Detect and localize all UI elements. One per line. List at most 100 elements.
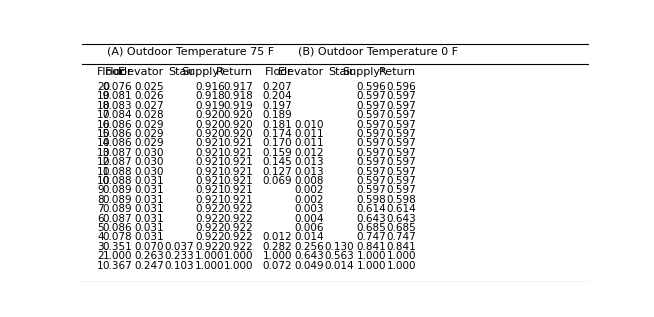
Text: 1.000: 1.000 xyxy=(224,251,253,261)
Text: 0.596: 0.596 xyxy=(387,82,417,92)
Text: Stair: Stair xyxy=(328,67,354,77)
Text: 4: 4 xyxy=(97,232,103,242)
Text: 0.086: 0.086 xyxy=(103,120,132,130)
Text: 11: 11 xyxy=(97,166,111,177)
Text: 0.027: 0.027 xyxy=(135,101,164,111)
Text: 1.000: 1.000 xyxy=(387,251,417,261)
Text: 0.028: 0.028 xyxy=(135,110,164,120)
Text: 7: 7 xyxy=(97,204,103,214)
Text: 0.029: 0.029 xyxy=(135,120,164,130)
Text: 0.087: 0.087 xyxy=(103,148,132,158)
Text: 0.031: 0.031 xyxy=(135,223,164,233)
Text: 0.922: 0.922 xyxy=(223,242,253,252)
Text: 0.070: 0.070 xyxy=(135,242,164,252)
Text: 0.922: 0.922 xyxy=(195,204,225,214)
Text: 0.037: 0.037 xyxy=(165,242,194,252)
Text: 0.921: 0.921 xyxy=(223,185,253,195)
Text: 0.069: 0.069 xyxy=(262,176,292,186)
Text: 0.920: 0.920 xyxy=(224,110,253,120)
Text: 10: 10 xyxy=(97,176,110,186)
Text: 0.921: 0.921 xyxy=(223,148,253,158)
Text: 0.597: 0.597 xyxy=(387,120,417,130)
Text: 9: 9 xyxy=(97,185,103,195)
Text: 0.922: 0.922 xyxy=(223,214,253,223)
Text: 0.597: 0.597 xyxy=(356,157,386,167)
Text: 0.049: 0.049 xyxy=(294,261,324,270)
Text: 0.088: 0.088 xyxy=(103,176,132,186)
Text: 0.922: 0.922 xyxy=(195,223,225,233)
Text: 0.921: 0.921 xyxy=(223,166,253,177)
Text: 0.597: 0.597 xyxy=(387,138,417,148)
Text: Floor: Floor xyxy=(97,67,124,77)
Text: 0.130: 0.130 xyxy=(325,242,354,252)
Text: Supply*: Supply* xyxy=(181,67,225,77)
Text: 0.159: 0.159 xyxy=(262,148,292,158)
Text: 0.643: 0.643 xyxy=(356,214,386,223)
Text: 0.920: 0.920 xyxy=(195,129,225,139)
Text: 3: 3 xyxy=(97,242,103,252)
Text: 0.921: 0.921 xyxy=(195,195,225,205)
Text: 0.920: 0.920 xyxy=(224,120,253,130)
Text: 0.170: 0.170 xyxy=(262,138,292,148)
Text: 0.008: 0.008 xyxy=(294,176,324,186)
Text: 0.031: 0.031 xyxy=(135,185,164,195)
Text: 0.282: 0.282 xyxy=(262,242,292,252)
Text: 0.597: 0.597 xyxy=(387,185,417,195)
Text: 0.841: 0.841 xyxy=(387,242,417,252)
Text: 0.922: 0.922 xyxy=(223,204,253,214)
Text: 0.014: 0.014 xyxy=(294,232,324,242)
Text: Supply*: Supply* xyxy=(342,67,386,77)
Text: 0.086: 0.086 xyxy=(103,129,132,139)
Text: 0.029: 0.029 xyxy=(135,129,164,139)
Text: 15: 15 xyxy=(97,129,111,139)
Text: 0.597: 0.597 xyxy=(387,110,417,120)
Text: 0.029: 0.029 xyxy=(135,138,164,148)
Text: Return: Return xyxy=(379,67,417,77)
Text: 0.921: 0.921 xyxy=(195,138,225,148)
Text: 0.145: 0.145 xyxy=(262,157,292,167)
Text: 0.598: 0.598 xyxy=(387,195,417,205)
Text: 0.127: 0.127 xyxy=(262,166,292,177)
Text: 0.247: 0.247 xyxy=(135,261,164,270)
Text: 0.351: 0.351 xyxy=(103,242,132,252)
Text: Return: Return xyxy=(216,67,253,77)
Text: 1.000: 1.000 xyxy=(356,251,386,261)
Text: 0.597: 0.597 xyxy=(356,110,386,120)
Text: 0.920: 0.920 xyxy=(195,120,225,130)
Text: 0.614: 0.614 xyxy=(356,204,386,214)
Text: 0.922: 0.922 xyxy=(223,223,253,233)
Text: 0.596: 0.596 xyxy=(356,82,386,92)
Text: 0.204: 0.204 xyxy=(262,91,292,101)
Text: 1.000: 1.000 xyxy=(263,251,292,261)
Text: 0.031: 0.031 xyxy=(135,204,164,214)
Text: 0.921: 0.921 xyxy=(223,138,253,148)
Text: 0.197: 0.197 xyxy=(262,101,292,111)
Text: 0.921: 0.921 xyxy=(195,148,225,158)
Text: 0.917: 0.917 xyxy=(223,82,253,92)
Text: 0.078: 0.078 xyxy=(103,232,132,242)
Text: 0.920: 0.920 xyxy=(224,129,253,139)
Text: (B) Outdoor Temperature 0 F: (B) Outdoor Temperature 0 F xyxy=(298,47,458,56)
Text: 0.087: 0.087 xyxy=(103,157,132,167)
Text: 1.000: 1.000 xyxy=(195,251,225,261)
Text: 0.006: 0.006 xyxy=(294,223,324,233)
Text: 0.030: 0.030 xyxy=(135,166,164,177)
Text: 0.031: 0.031 xyxy=(135,232,164,242)
Text: 0.598: 0.598 xyxy=(356,195,386,205)
Text: 0.916: 0.916 xyxy=(195,82,225,92)
Text: 0.597: 0.597 xyxy=(387,101,417,111)
Text: 0.597: 0.597 xyxy=(356,91,386,101)
Text: 0.189: 0.189 xyxy=(262,110,292,120)
Text: 0.597: 0.597 xyxy=(356,148,386,158)
Text: 0.083: 0.083 xyxy=(103,101,132,111)
Text: 16: 16 xyxy=(97,120,111,130)
Text: 19: 19 xyxy=(97,91,111,101)
Text: 0.918: 0.918 xyxy=(195,91,225,101)
Text: 0.012: 0.012 xyxy=(262,232,292,242)
Text: 1.000: 1.000 xyxy=(387,261,417,270)
Text: 0.597: 0.597 xyxy=(387,176,417,186)
Text: 0.002: 0.002 xyxy=(294,185,324,195)
Text: 0.011: 0.011 xyxy=(294,129,324,139)
Text: 0.207: 0.207 xyxy=(262,82,292,92)
Text: 0.031: 0.031 xyxy=(135,176,164,186)
